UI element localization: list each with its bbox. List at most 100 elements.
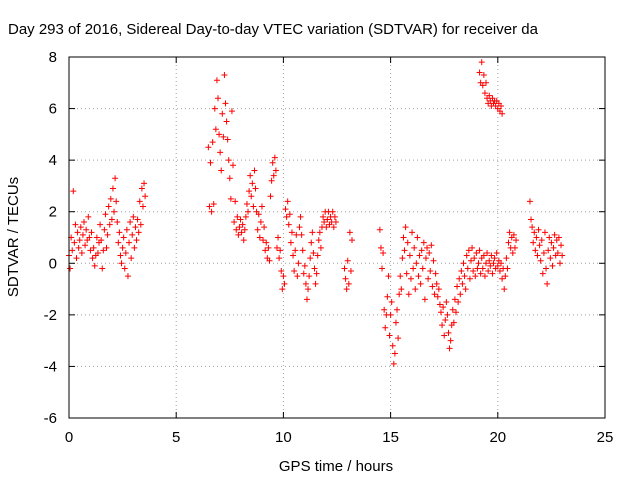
data-point [537, 257, 544, 264]
data-point [476, 69, 483, 76]
data-point [420, 239, 427, 246]
x-tick-label: 5 [172, 429, 180, 446]
data-point [85, 213, 92, 220]
data-point [479, 265, 486, 272]
data-point [260, 237, 267, 244]
x-axis-label: GPS time / hours [279, 458, 393, 475]
data-point [122, 249, 129, 256]
data-point [94, 249, 101, 256]
data-point [90, 244, 97, 251]
data-point [447, 337, 454, 344]
data-point [115, 239, 122, 246]
data-point [538, 237, 545, 244]
data-point [458, 268, 465, 275]
data-point [86, 234, 93, 241]
data-point [485, 268, 492, 275]
data-point [451, 296, 458, 303]
y-tick-label: 0 [49, 255, 57, 272]
data-point [401, 247, 408, 254]
data-point [138, 185, 145, 192]
data-point [87, 247, 94, 254]
data-point [504, 265, 511, 272]
data-point [221, 72, 228, 79]
data-point [556, 260, 563, 267]
data-point [529, 224, 536, 231]
data-point [503, 255, 510, 262]
data-point [501, 286, 508, 293]
data-point [292, 247, 299, 254]
data-point [91, 262, 98, 269]
data-point [441, 332, 448, 339]
data-point [405, 291, 412, 298]
data-point [502, 273, 509, 280]
data-point [421, 296, 428, 303]
data-point [208, 208, 215, 215]
data-point [341, 265, 348, 272]
axis-ticks [68, 56, 606, 419]
data-point [412, 286, 419, 293]
data-point [388, 298, 395, 305]
data-point [133, 237, 140, 244]
data-point [109, 185, 116, 192]
data-point [510, 231, 517, 238]
data-point [225, 157, 232, 164]
data-point [490, 260, 497, 267]
data-point [220, 133, 227, 140]
data-point [230, 162, 237, 169]
data-point [266, 257, 273, 264]
data-point [381, 306, 388, 313]
data-point [509, 249, 516, 256]
data-point [245, 208, 252, 215]
data-point [277, 247, 284, 254]
data-point [392, 319, 399, 326]
data-point [118, 260, 125, 267]
y-tick-label: 6 [49, 101, 57, 118]
data-point [248, 193, 255, 200]
data-point [246, 188, 253, 195]
data-point [390, 360, 397, 367]
data-point [315, 237, 322, 244]
data-point [455, 298, 462, 305]
data-point [436, 301, 443, 308]
data-point [291, 268, 298, 275]
data-point [102, 211, 109, 218]
data-point [399, 255, 406, 262]
data-point [425, 275, 432, 282]
plot-frame [68, 56, 606, 419]
data-point [474, 265, 481, 272]
data-point [396, 291, 403, 298]
y-tick-labels: -6 -4 -2 0 2 4 6 8 [44, 49, 57, 427]
data-point [98, 237, 105, 244]
data-point [539, 270, 546, 277]
data-point [107, 195, 114, 202]
data-point [285, 221, 292, 228]
data-point [101, 226, 108, 233]
data-point [472, 273, 479, 280]
data-point [280, 273, 287, 280]
data-point [78, 249, 85, 256]
data-point [294, 273, 301, 280]
data-point [129, 231, 136, 238]
data-point [387, 311, 394, 318]
data-point [330, 224, 337, 231]
data-point [486, 92, 493, 99]
data-point [218, 167, 225, 174]
data-point [67, 265, 74, 272]
data-point [312, 280, 319, 287]
data-point [116, 229, 123, 236]
data-point [532, 247, 539, 254]
data-point [550, 244, 557, 251]
data-point [269, 159, 276, 166]
data-point [443, 298, 450, 305]
data-point [398, 286, 405, 293]
data-point [486, 257, 493, 264]
data-point [385, 273, 392, 280]
data-point [536, 242, 543, 249]
data-point [120, 234, 127, 241]
data-point [137, 221, 144, 228]
data-point [400, 234, 407, 241]
data-point [81, 219, 88, 226]
data-point [493, 249, 500, 256]
data-point [247, 172, 254, 179]
